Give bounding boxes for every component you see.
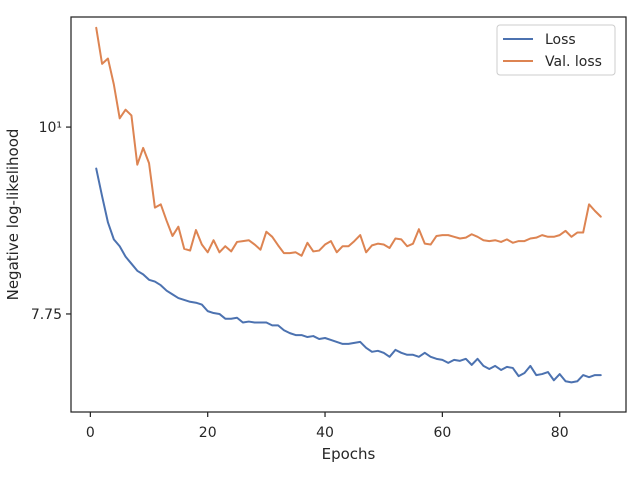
x-axis-ticks: 0 20 40 60 80 xyxy=(86,412,569,441)
x-tick-label: 0 xyxy=(86,425,95,441)
y-axis-label: Negative log-likelihood xyxy=(4,129,22,301)
x-tick-label: 80 xyxy=(551,425,569,441)
x-tick-label: 20 xyxy=(199,425,217,441)
x-tick-label: 40 xyxy=(316,425,334,441)
plot-background xyxy=(71,17,626,412)
y-tick-label: 10¹ xyxy=(39,120,62,136)
plot-area xyxy=(71,17,626,412)
series-line-val-loss xyxy=(95,26,602,257)
legend: Loss Val. loss xyxy=(496,24,616,76)
legend-box xyxy=(496,24,616,76)
x-tick-label: 60 xyxy=(433,425,451,441)
series-layer xyxy=(95,26,602,384)
plot-frame xyxy=(70,16,627,413)
x-axis-label: Epochs xyxy=(322,445,376,463)
legend-label-loss: Loss xyxy=(545,32,576,48)
series-line-loss xyxy=(95,167,602,384)
y-axis-ticks: 10¹ 7.75 xyxy=(31,120,71,323)
legend-label-val-loss: Val. loss xyxy=(545,54,602,70)
y-tick-label: 7.75 xyxy=(31,307,62,323)
